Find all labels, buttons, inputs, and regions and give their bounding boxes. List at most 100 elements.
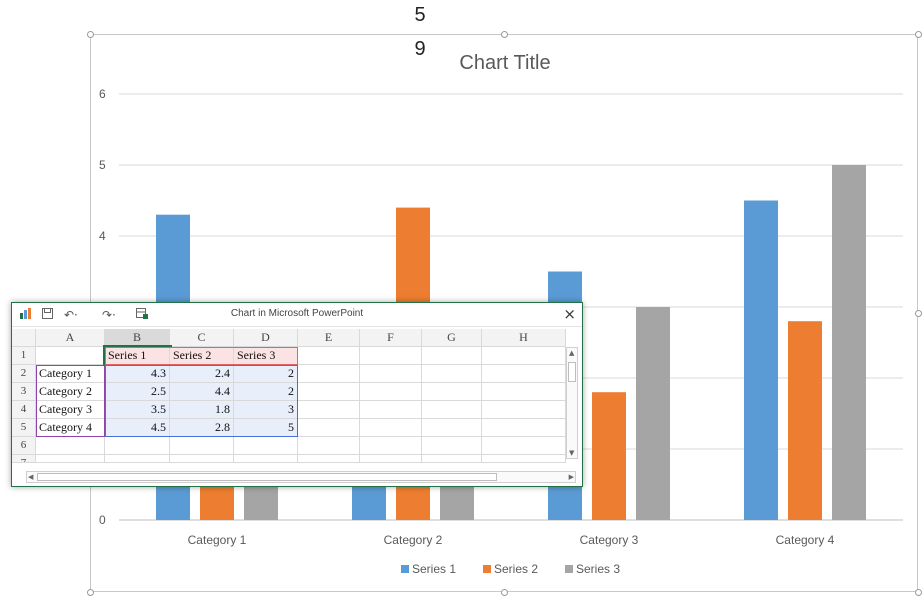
cell-g6[interactable] — [422, 437, 482, 455]
cell-c2[interactable]: 2.4 — [170, 365, 234, 383]
undo-icon[interactable]: ↶· — [64, 308, 78, 322]
cell-e3[interactable] — [298, 383, 360, 401]
bar-1-category-4 — [744, 200, 778, 520]
cell-d7[interactable] — [234, 455, 298, 463]
cell-e4[interactable] — [298, 401, 360, 419]
vertical-scroll-thumb[interactable] — [568, 362, 576, 382]
column-header-e[interactable]: E — [298, 329, 360, 347]
cell-b5[interactable]: 4.5 — [105, 419, 170, 437]
cell-d2[interactable]: 2 — [234, 365, 298, 383]
column-header-f[interactable]: F — [360, 329, 422, 347]
column-header-b[interactable]: B — [105, 329, 170, 347]
cell-e2[interactable] — [298, 365, 360, 383]
cell-c6[interactable] — [170, 437, 234, 455]
cell-c5[interactable]: 2.8 — [170, 419, 234, 437]
column-header-a[interactable]: A — [36, 329, 105, 347]
cell-b6[interactable] — [105, 437, 170, 455]
vertical-scrollbar[interactable]: ▲ ▼ — [566, 347, 578, 459]
scroll-up-icon[interactable]: ▲ — [569, 349, 575, 357]
cell-h4[interactable] — [482, 401, 566, 419]
column-header-d[interactable]: D — [234, 329, 298, 347]
resize-handle[interactable] — [87, 31, 94, 38]
scroll-right-icon[interactable]: ▶ — [568, 473, 574, 481]
cell-f3[interactable] — [360, 383, 422, 401]
cell-g1[interactable] — [422, 347, 482, 365]
cell-d3[interactable]: 2 — [234, 383, 298, 401]
edit-data-icon[interactable] — [136, 307, 148, 323]
cell-h3[interactable] — [482, 383, 566, 401]
cell-d1[interactable]: Series 3 — [234, 347, 298, 365]
cell-b1[interactable]: Series 1 — [103, 345, 172, 367]
cell-a6[interactable] — [36, 437, 105, 455]
redo-icon[interactable]: ↷· — [102, 308, 116, 322]
resize-handle[interactable] — [915, 589, 922, 596]
cell-g5[interactable] — [422, 419, 482, 437]
cell-b7[interactable] — [105, 455, 170, 463]
cell-e5[interactable] — [298, 419, 360, 437]
cell-h7[interactable] — [482, 455, 566, 463]
cell-a3[interactable]: Category 2 — [36, 383, 105, 401]
column-header-g[interactable]: G — [422, 329, 482, 347]
cell-f7[interactable] — [360, 455, 422, 463]
cell-b4[interactable]: 3.5 — [105, 401, 170, 419]
resize-handle[interactable] — [501, 589, 508, 596]
cell-c7[interactable] — [170, 455, 234, 463]
column-header-c[interactable]: C — [170, 329, 234, 347]
cell-e6[interactable] — [298, 437, 360, 455]
horizontal-scroll-thumb[interactable] — [37, 473, 497, 481]
cell-b3[interactable]: 2.5 — [105, 383, 170, 401]
cell-a2[interactable]: Category 1 — [36, 365, 105, 383]
cell-a1[interactable] — [36, 347, 105, 365]
cell-h1[interactable] — [482, 347, 566, 365]
y-tick-label: 6 — [99, 87, 106, 101]
cell-f4[interactable] — [360, 401, 422, 419]
cell-e7[interactable] — [298, 455, 360, 463]
cell-g4[interactable] — [422, 401, 482, 419]
cell-b2[interactable]: 4.3 — [105, 365, 170, 383]
scroll-down-icon[interactable]: ▼ — [569, 449, 575, 457]
cell-h2[interactable] — [482, 365, 566, 383]
cell-c3[interactable]: 4.4 — [170, 383, 234, 401]
cell-c1[interactable]: Series 2 — [170, 347, 234, 365]
resize-handle[interactable] — [87, 589, 94, 596]
resize-handle[interactable] — [915, 31, 922, 38]
row-header-5[interactable]: 5 — [12, 419, 36, 437]
cell-c4[interactable]: 1.8 — [170, 401, 234, 419]
row-header-3[interactable]: 3 — [12, 383, 36, 401]
cell-a7[interactable] — [36, 455, 105, 463]
cell-d5[interactable]: 5 — [234, 419, 298, 437]
window-titlebar[interactable]: ↶· ↷· Chart in Microsoft PowerPoint × — [12, 303, 582, 327]
cell-a4[interactable]: Category 3 — [36, 401, 105, 419]
row-header-4[interactable]: 4 — [12, 401, 36, 419]
horizontal-scrollbar[interactable]: ◀ ▶ — [26, 471, 576, 483]
scroll-left-icon[interactable]: ◀ — [28, 473, 34, 481]
cell-e1[interactable] — [298, 347, 360, 365]
row-header-7[interactable]: 7 — [12, 455, 36, 463]
row-header-6[interactable]: 6 — [12, 437, 36, 455]
cell-f1[interactable] — [360, 347, 422, 365]
cell-h6[interactable] — [482, 437, 566, 455]
column-header-h[interactable]: H — [482, 329, 566, 347]
cell-g3[interactable] — [422, 383, 482, 401]
row-header-1[interactable]: 1 — [12, 347, 36, 365]
bar-3-category-3 — [636, 307, 670, 520]
cell-h5[interactable] — [482, 419, 566, 437]
cell-a5[interactable]: Category 4 — [36, 419, 105, 437]
select-all-corner[interactable] — [12, 329, 36, 347]
save-icon[interactable] — [42, 307, 53, 323]
cell-f2[interactable] — [360, 365, 422, 383]
window-title: Chart in Microsoft PowerPoint — [230, 308, 364, 319]
cell-f6[interactable] — [360, 437, 422, 455]
cell-g7[interactable] — [422, 455, 482, 463]
chart-icon — [20, 307, 32, 323]
resize-handle[interactable] — [915, 310, 922, 317]
row-header-2[interactable]: 2 — [12, 365, 36, 383]
cell-g2[interactable] — [422, 365, 482, 383]
page-number-top: 5 — [414, 4, 426, 26]
cell-d4[interactable]: 3 — [234, 401, 298, 419]
cell-d6[interactable] — [234, 437, 298, 455]
resize-handle[interactable] — [501, 31, 508, 38]
close-button[interactable]: × — [563, 305, 576, 323]
cell-f5[interactable] — [360, 419, 422, 437]
